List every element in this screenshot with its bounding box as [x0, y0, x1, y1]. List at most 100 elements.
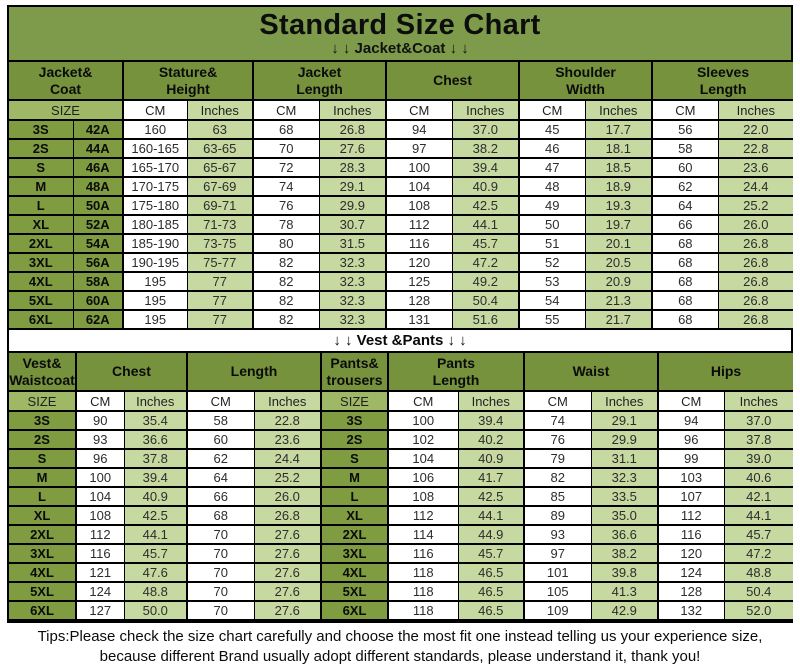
value-cell: 68 — [252, 120, 320, 140]
value-cell: 44.1 — [123, 525, 187, 545]
column-header-chest: Chest — [75, 353, 187, 392]
value-cell: 27.6 — [253, 601, 321, 621]
value-cell: 26.0 — [717, 215, 794, 235]
value-cell: 190-195 — [122, 253, 188, 273]
value-cell: 48 — [518, 177, 586, 197]
value-cell: 23.6 — [717, 158, 794, 178]
column-header-vest-waistcoat: Vest& Waistcoat — [9, 353, 76, 392]
value-cell: 41.7 — [457, 468, 524, 488]
value-cell: 165-170 — [122, 158, 188, 178]
size-cell: S — [320, 449, 388, 469]
value-cell: 70 — [252, 139, 320, 159]
jacket-section-label: ↓ ↓ Jacket&Coat ↓ ↓ — [331, 40, 469, 57]
value-cell: 42.9 — [590, 601, 659, 621]
value-cell: 32.3 — [318, 291, 387, 311]
value-cell: 27.6 — [253, 544, 321, 564]
value-cell: 27.6 — [253, 525, 321, 545]
size-cell: 6XL — [320, 601, 388, 621]
chart-title-block: Standard Size Chart ↓ ↓ Jacket&Coat ↓ ↓ — [9, 7, 791, 62]
jacket-coat-table: Jacket& Coat Stature& Height Jacket Leng… — [9, 62, 794, 330]
value-cell: 67-69 — [186, 177, 254, 197]
vest-pants-section-label: ↓ ↓ Vest &Pants ↓ ↓ — [9, 330, 791, 353]
value-cell: 185-190 — [122, 234, 188, 254]
value-cell: 23.6 — [253, 430, 321, 450]
table-row: 4XL 121 47.6 70 27.6 4XL 118 46.5 101 39.8 124 48.8 — [9, 563, 794, 583]
value-cell: 22.8 — [717, 139, 794, 159]
value-cell: 116 — [385, 234, 453, 254]
value-cell: 32.3 — [590, 468, 659, 488]
value-cell: 26.8 — [253, 506, 321, 526]
unit-header-cm: CM — [186, 391, 254, 412]
value-cell: 40.9 — [123, 487, 187, 507]
size-cell: 2S — [9, 139, 73, 159]
unit-header-cm: CM — [657, 391, 725, 412]
value-cell: 39.8 — [590, 563, 659, 583]
value-cell: 42.1 — [723, 487, 794, 507]
value-cell: 42.5 — [123, 506, 187, 526]
value-cell: 160 — [122, 120, 188, 140]
size-cell: 5XL — [320, 582, 388, 602]
table-row: 2XL 112 44.1 70 27.6 2XL 114 44.9 93 36.6 116 45.7 — [9, 525, 794, 545]
size-cell: 3XL — [9, 253, 73, 273]
value-cell: 93 — [75, 430, 124, 450]
column-header-waist: Waist — [522, 353, 659, 392]
value-cell: 26.8 — [717, 253, 794, 273]
value-cell: 18.5 — [584, 158, 653, 178]
size-cell: 52A — [72, 215, 124, 235]
value-cell: 63-65 — [186, 139, 254, 159]
value-cell: 118 — [387, 582, 458, 602]
table-row: 6XL 62A 195 77 82 32.3 131 51.6 55 21.7 68 26.8 — [9, 310, 794, 330]
value-cell: 25.2 — [253, 468, 321, 488]
size-cell: XL — [9, 506, 76, 526]
size-cell: 3XL — [9, 544, 76, 564]
value-cell: 48.8 — [123, 582, 187, 602]
value-cell: 27.6 — [253, 563, 321, 583]
table-row: 2S 93 36.6 60 23.6 2S 102 40.2 76 29.9 96 37.8 — [9, 430, 794, 450]
vest-pants-table: Vest& Waistcoat Chest Length Pants& trou… — [9, 353, 794, 621]
value-cell: 116 — [75, 544, 124, 564]
size-cell: 42A — [72, 120, 124, 140]
size-cell: 56A — [72, 253, 124, 273]
value-cell: 44.1 — [457, 506, 524, 526]
page-title: Standard Size Chart — [259, 9, 541, 41]
table-row: S 96 37.8 62 24.4 S 104 40.9 79 31.1 99 39.0 — [9, 449, 794, 469]
value-cell: 21.7 — [584, 310, 653, 330]
size-cell: L — [9, 487, 76, 507]
value-cell: 20.1 — [584, 234, 653, 254]
size-cell: 5XL — [9, 582, 76, 602]
value-cell: 26.8 — [717, 234, 794, 254]
size-cell: M — [9, 468, 76, 488]
unit-header-cm: CM — [385, 100, 453, 121]
value-cell: 66 — [651, 215, 719, 235]
value-cell: 195 — [122, 272, 188, 292]
value-cell: 116 — [657, 525, 725, 545]
size-cell: 6XL — [9, 601, 76, 621]
unit-header-inches: Inches — [584, 100, 653, 121]
value-cell: 35.4 — [123, 411, 187, 431]
value-cell: 62 — [186, 449, 254, 469]
value-cell: 108 — [75, 506, 124, 526]
value-cell: 30.7 — [318, 215, 387, 235]
value-cell: 18.1 — [584, 139, 653, 159]
size-cell: 2XL — [320, 525, 388, 545]
value-cell: 106 — [387, 468, 458, 488]
value-cell: 39.4 — [123, 468, 187, 488]
value-cell: 55 — [518, 310, 586, 330]
value-cell: 40.2 — [457, 430, 524, 450]
value-cell: 45.7 — [451, 234, 520, 254]
value-cell: 68 — [651, 253, 719, 273]
value-cell: 58 — [186, 411, 254, 431]
value-cell: 96 — [657, 430, 725, 450]
table-row: XL 52A 180-185 71-73 78 30.7 112 44.1 50 19.7 66 26… — [9, 215, 794, 235]
value-cell: 120 — [657, 544, 725, 564]
value-cell: 21.3 — [584, 291, 653, 311]
value-cell: 52.0 — [723, 601, 794, 621]
size-cell: 58A — [72, 272, 124, 292]
value-cell: 51 — [518, 234, 586, 254]
value-cell: 68 — [651, 310, 719, 330]
value-cell: 68 — [651, 234, 719, 254]
value-cell: 40.6 — [723, 468, 794, 488]
unit-header-inches: Inches — [723, 391, 794, 412]
value-cell: 104 — [75, 487, 124, 507]
unit-header-cm: CM — [523, 391, 591, 412]
